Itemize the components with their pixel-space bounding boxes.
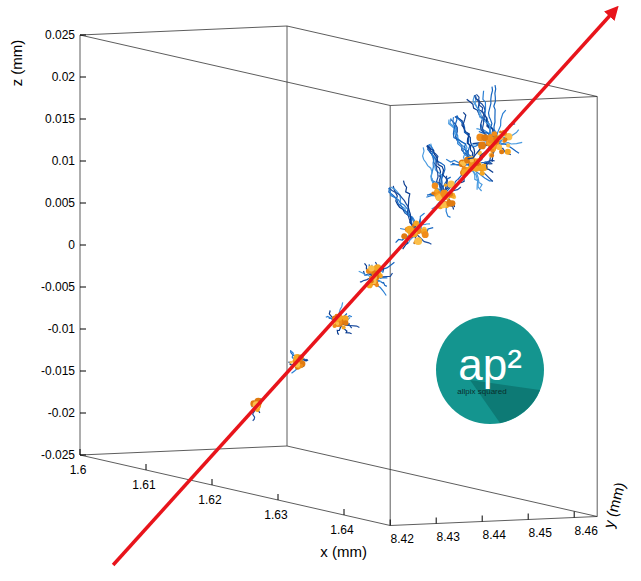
svg-text:0: 0 bbox=[68, 238, 75, 252]
svg-text:allpix squared: allpix squared bbox=[457, 387, 506, 396]
svg-text:0.01: 0.01 bbox=[52, 154, 76, 168]
svg-text:ap²: ap² bbox=[458, 340, 522, 389]
svg-text:1.6: 1.6 bbox=[70, 463, 87, 477]
svg-text:-0.015: -0.015 bbox=[41, 364, 75, 378]
svg-text:8.42: 8.42 bbox=[391, 532, 415, 546]
svg-text:8.44: 8.44 bbox=[483, 528, 507, 542]
svg-text:x (mm): x (mm) bbox=[320, 543, 367, 560]
svg-text:1.62: 1.62 bbox=[198, 493, 222, 507]
svg-text:0.005: 0.005 bbox=[45, 196, 75, 210]
svg-text:-0.02: -0.02 bbox=[48, 406, 76, 420]
svg-text:0.025: 0.025 bbox=[45, 28, 75, 42]
svg-text:8.46: 8.46 bbox=[575, 524, 599, 538]
svg-text:z (mm): z (mm) bbox=[8, 40, 25, 87]
svg-text:1.63: 1.63 bbox=[264, 508, 288, 522]
svg-text:1.61: 1.61 bbox=[132, 478, 156, 492]
svg-text:y (mm): y (mm) bbox=[600, 480, 628, 529]
svg-text:1.64: 1.64 bbox=[330, 523, 354, 537]
svg-text:-0.005: -0.005 bbox=[41, 280, 75, 294]
svg-text:8.45: 8.45 bbox=[529, 526, 553, 540]
svg-text:-0.025: -0.025 bbox=[41, 448, 75, 462]
svg-text:0.015: 0.015 bbox=[45, 112, 75, 126]
svg-text:0.02: 0.02 bbox=[52, 70, 76, 84]
svg-text:8.43: 8.43 bbox=[437, 530, 461, 544]
svg-text:-0.01: -0.01 bbox=[48, 322, 76, 336]
